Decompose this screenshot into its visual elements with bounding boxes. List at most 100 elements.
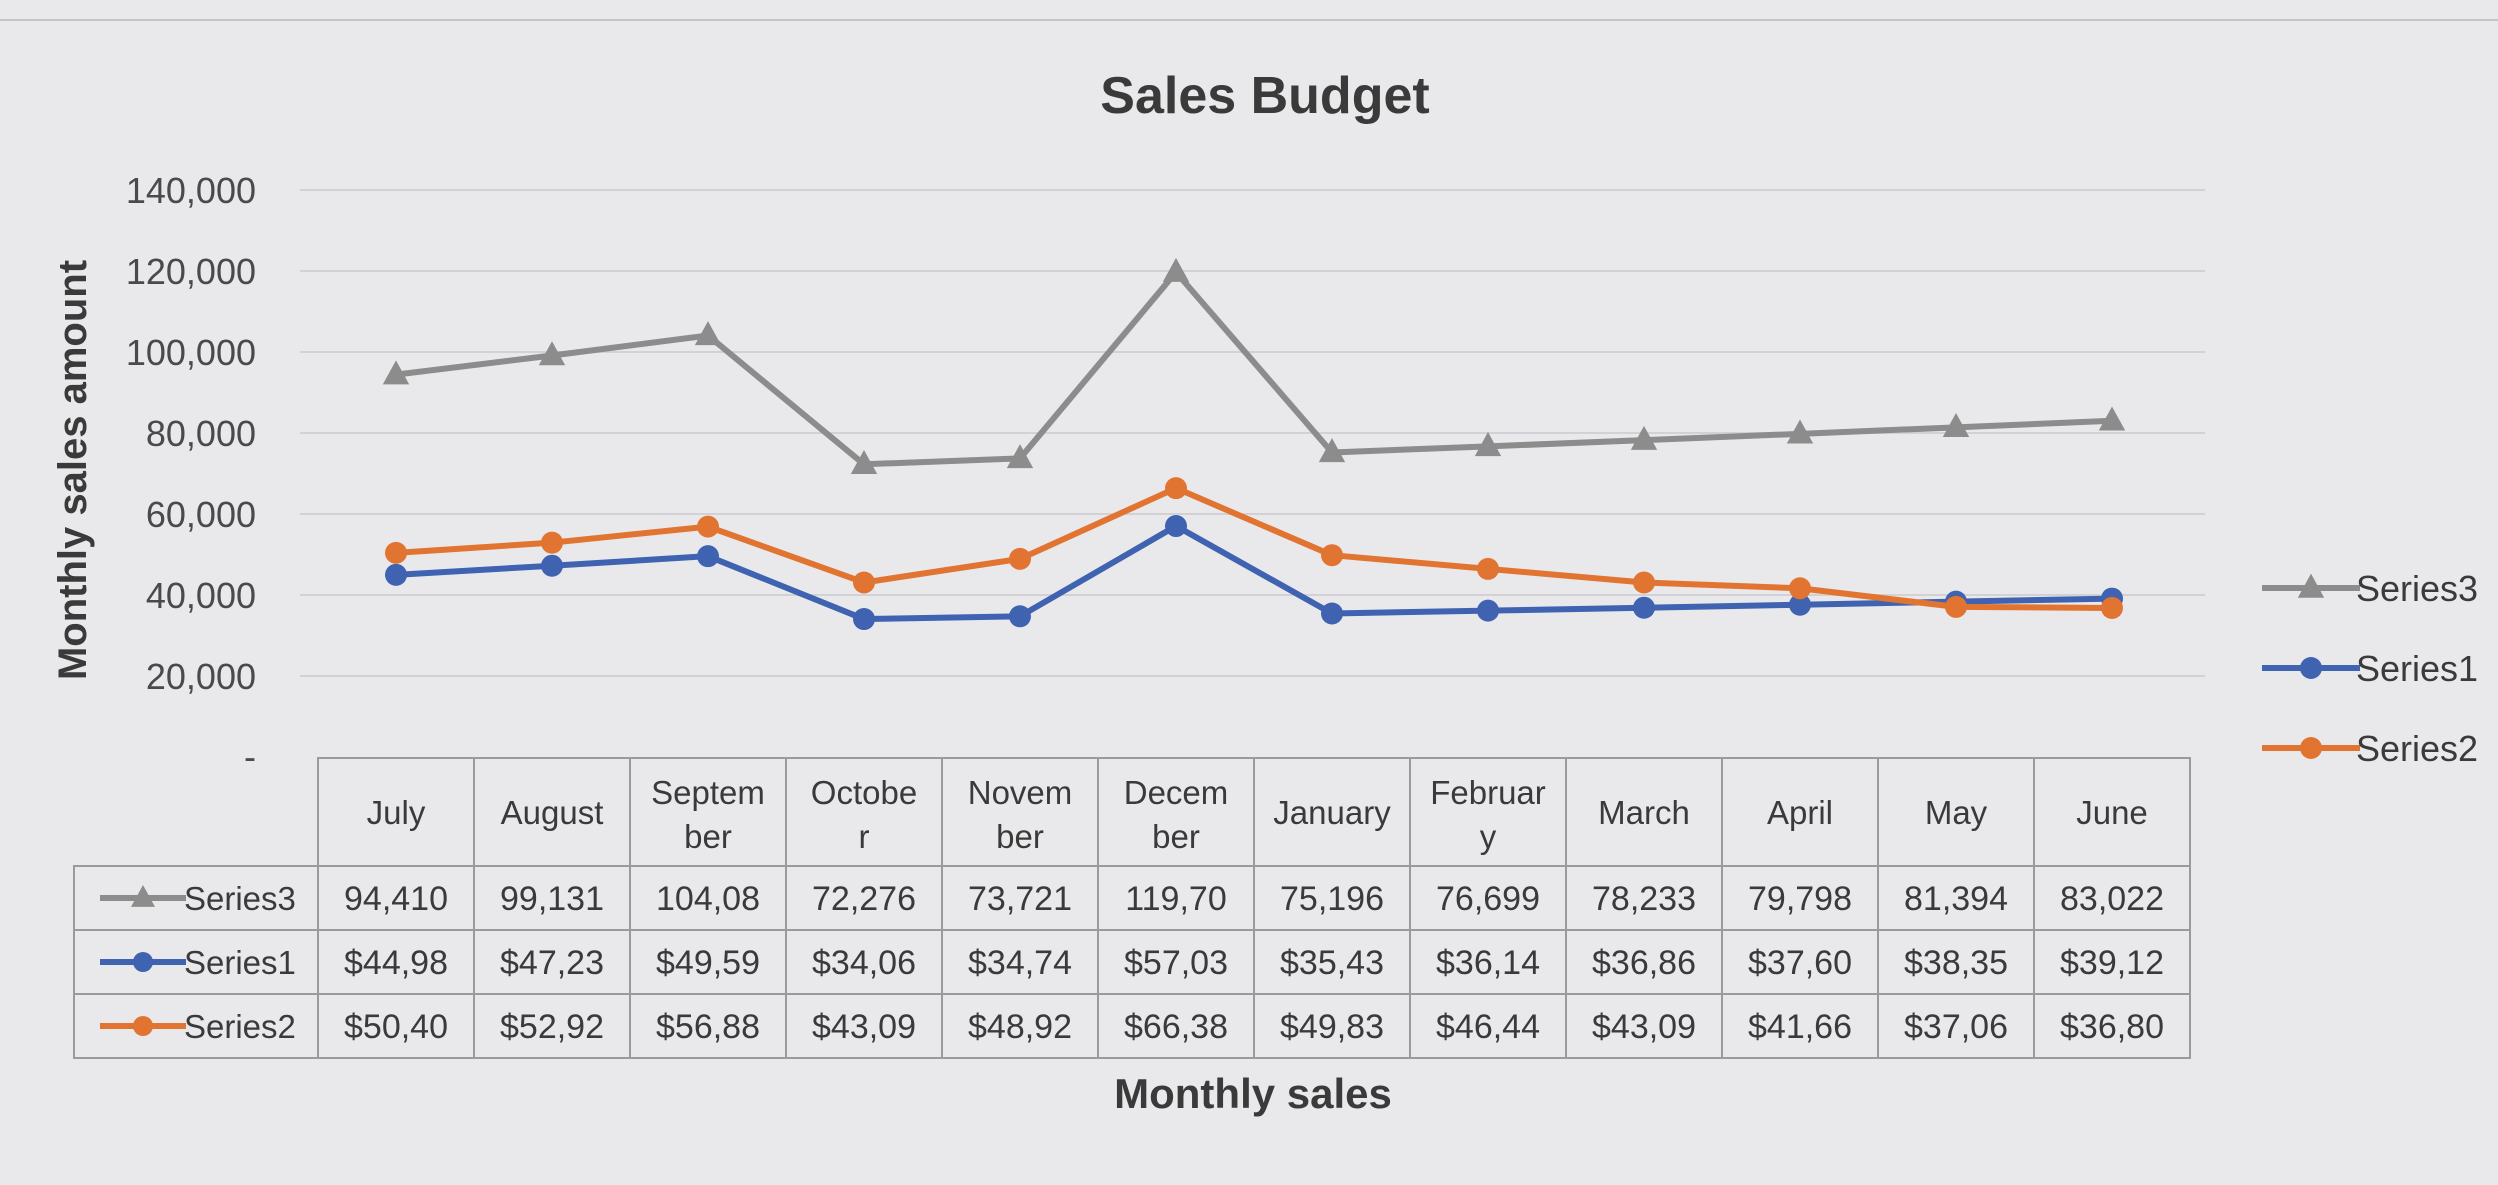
data-point bbox=[1474, 432, 1502, 457]
table-cell: $48,92 bbox=[968, 1008, 1072, 1046]
table-cell: $38,35 bbox=[1904, 944, 2008, 982]
data-point bbox=[1477, 599, 1499, 622]
table-row-Series2: Series2 $50,40 $52,92 $56,88 $43,09 $48,92 $66… bbox=[100, 1008, 2164, 1046]
table-cell: $66,38 bbox=[1124, 1008, 1228, 1046]
table-cell: $56,88 bbox=[656, 1008, 760, 1046]
series-Series2 bbox=[385, 477, 2123, 619]
table-cell: $35,43 bbox=[1280, 944, 1384, 982]
table-cell: $46,44 bbox=[1436, 1008, 1540, 1046]
series-Series1 bbox=[385, 515, 2123, 631]
table-cell: $36,14 bbox=[1436, 944, 1540, 982]
y-tick-label: - bbox=[244, 736, 256, 777]
data-point bbox=[1009, 547, 1031, 570]
legend-label: Series3 bbox=[2356, 568, 2478, 609]
legend-item-Series2: Series2 bbox=[2262, 728, 2478, 769]
table-header-cell: Decem ber bbox=[1124, 774, 1229, 855]
table-row-label: Series3 bbox=[184, 880, 296, 917]
table-header-cell: July bbox=[367, 794, 426, 831]
data-point bbox=[1789, 577, 1811, 600]
table-cell: 119,70 bbox=[1125, 880, 1226, 918]
data-point bbox=[850, 449, 878, 474]
table-header-cell: May bbox=[1925, 794, 1988, 831]
legend: Series3 Series1 Series2 bbox=[2262, 568, 2478, 769]
table-cell: 83,022 bbox=[2060, 880, 2164, 918]
table-row-Series3: Series3 94,410 99,131 104,08 72,276 73,721 119… bbox=[100, 880, 2164, 918]
data-point bbox=[538, 341, 566, 366]
data-point bbox=[382, 360, 410, 385]
legend-item-Series3: Series3 bbox=[2262, 568, 2478, 609]
legend-label: Series2 bbox=[2356, 728, 2478, 769]
table-cell: 104,08 bbox=[656, 880, 760, 918]
table-cell: $43,09 bbox=[812, 1008, 916, 1046]
data-point bbox=[1942, 413, 1970, 438]
data-point bbox=[2101, 596, 2123, 619]
y-axis-ticks: 20,000 40,000 60,000 80,000 100,000 120,000 14… bbox=[126, 170, 256, 777]
table-cell: 99,131 bbox=[500, 880, 604, 918]
data-point bbox=[1633, 571, 1655, 594]
data-point bbox=[1321, 602, 1343, 625]
table-cell: $34,06 bbox=[812, 944, 916, 982]
legend-marker bbox=[2297, 573, 2325, 598]
table-cell: 76,699 bbox=[1436, 880, 1540, 918]
table-header-cell: March bbox=[1598, 794, 1690, 831]
y-axis-title: Monthly sales amount bbox=[51, 260, 95, 680]
table-header-cell: April bbox=[1767, 794, 1833, 831]
data-point bbox=[694, 321, 722, 346]
data-point bbox=[697, 515, 719, 538]
data-point bbox=[1165, 515, 1187, 538]
chart-title: Sales Budget bbox=[1100, 67, 1429, 125]
data-point bbox=[853, 571, 875, 594]
data-point bbox=[541, 554, 563, 577]
data-point bbox=[1006, 444, 1034, 469]
table-row-label: Series2 bbox=[184, 1008, 296, 1045]
table-row-Series1: Series1 $44,98 $47,23 $49,59 $34,06 $34,74 $57… bbox=[100, 944, 2164, 982]
legend-item-Series1: Series1 bbox=[2262, 648, 2478, 689]
data-point bbox=[385, 563, 407, 586]
table-cell: $57,03 bbox=[1124, 944, 1228, 982]
table-header-cell: Septem ber bbox=[651, 774, 765, 855]
table-cell: $34,74 bbox=[968, 944, 1072, 982]
data-point bbox=[541, 531, 563, 554]
series-line bbox=[395, 485, 2113, 611]
data-point bbox=[1633, 596, 1655, 619]
series-lines bbox=[382, 257, 2126, 631]
table-row-label: Series1 bbox=[184, 944, 296, 981]
table-cell: 78,233 bbox=[1592, 880, 1696, 918]
data-point bbox=[1162, 257, 1190, 282]
table-cell: $52,92 bbox=[500, 1008, 604, 1046]
table-cell: $44,98 bbox=[344, 944, 448, 982]
data-point bbox=[1477, 557, 1499, 580]
y-tick-label: 140,000 bbox=[126, 170, 256, 211]
table-cell: $43,09 bbox=[1592, 1008, 1696, 1046]
table-cell: 72,276 bbox=[812, 880, 916, 918]
table-cell: $37,06 bbox=[1904, 1008, 2008, 1046]
data-point bbox=[1945, 595, 1967, 618]
y-tick-label: 40,000 bbox=[146, 575, 256, 616]
data-table: July August Septem ber Octobe r Novem ber Decem b… bbox=[73, 757, 2191, 1059]
gridlines bbox=[300, 189, 2205, 677]
series-line bbox=[395, 523, 2113, 623]
table-cell: $41,66 bbox=[1748, 1008, 1852, 1046]
data-point bbox=[2098, 406, 2126, 431]
legend-marker bbox=[2300, 737, 2322, 759]
data-point bbox=[697, 545, 719, 568]
data-point bbox=[1165, 477, 1187, 500]
table-cell: 75,196 bbox=[1280, 880, 1384, 918]
y-tick-label: 120,000 bbox=[126, 251, 256, 292]
table-cell: $39,12 bbox=[2060, 944, 2164, 982]
table-legend-marker bbox=[131, 884, 155, 907]
table-cell: 94,410 bbox=[344, 880, 448, 918]
legend-label: Series1 bbox=[2356, 648, 2478, 689]
table-header-cell: Februar y bbox=[1430, 774, 1546, 855]
data-point bbox=[1789, 593, 1811, 616]
y-tick-label: 80,000 bbox=[146, 413, 256, 454]
table-header-cell: January bbox=[1273, 794, 1391, 831]
table-header-cell: Novem ber bbox=[968, 774, 1073, 855]
data-point bbox=[853, 608, 875, 631]
table-cell: $36,80 bbox=[2060, 1008, 2164, 1046]
table-header-cell: June bbox=[2076, 794, 2148, 831]
y-tick-label: 20,000 bbox=[146, 656, 256, 697]
data-point bbox=[1786, 419, 1814, 444]
table-cell: $47,23 bbox=[500, 944, 604, 982]
